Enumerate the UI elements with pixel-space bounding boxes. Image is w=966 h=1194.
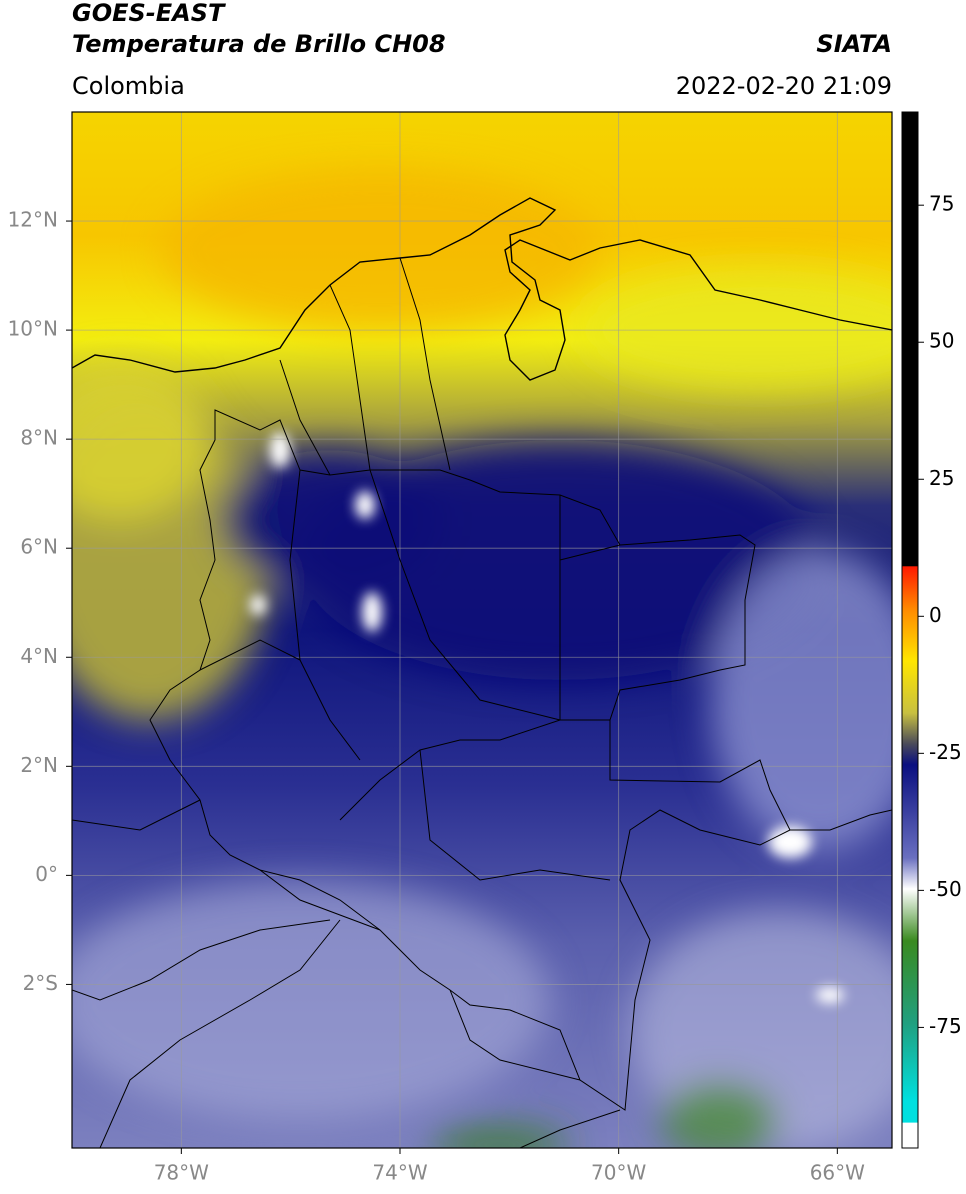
lat-tick-label: 10°N [8,317,58,341]
neighbor-borders [72,799,892,1148]
title-line1: GOES-EAST [72,0,226,27]
lon-tick-label: 74°W [372,1161,427,1185]
colorbar-tick-label: -50 [929,877,962,901]
coastline [72,197,892,381]
lat-tick-label: 4°N [20,644,58,668]
region: Colombia [72,72,185,100]
axis-ticks: 78°W 74°W 70°W 66°W 12°N 10°N 8°N 6°N 4°N 2°N 0° 2°… [8,208,866,1185]
boundaries [72,197,892,1148]
map-frame [71,111,893,1149]
colorbar [901,111,919,1149]
source: SIATA [816,30,892,58]
colorbar-tick-label: -25 [929,740,962,764]
colorbar-tick-label: 0 [929,603,942,627]
title-line2: Temperatura de Brillo CH08 [72,30,446,58]
timestamp: 2022-02-20 21:09 [676,72,892,100]
colorbar-tick-label: -75 [929,1014,962,1038]
internal-borders [199,257,621,931]
colorbar-tick-label: 25 [929,466,954,490]
lat-tick-label: 12°N [8,208,58,232]
grid [72,112,892,1148]
lat-tick-label: 2°S [23,971,58,995]
lon-tick-label: 70°W [591,1161,646,1185]
lon-tick-label: 66°W [810,1161,865,1185]
lat-tick-label: 6°N [20,535,58,559]
colorbar-tick-label: 75 [929,192,954,216]
lon-tick-label: 78°W [154,1161,209,1185]
satellite-image [72,112,892,1148]
lat-tick-label: 2°N [20,753,58,777]
colorbar-ticks: 75 50 25 0 -25 -50 -75 [918,192,962,1038]
lat-tick-label: 0° [35,862,58,886]
lat-tick-label: 8°N [20,426,58,450]
colombia-border [149,409,791,1111]
colorbar-tick-label: 50 [929,329,954,353]
